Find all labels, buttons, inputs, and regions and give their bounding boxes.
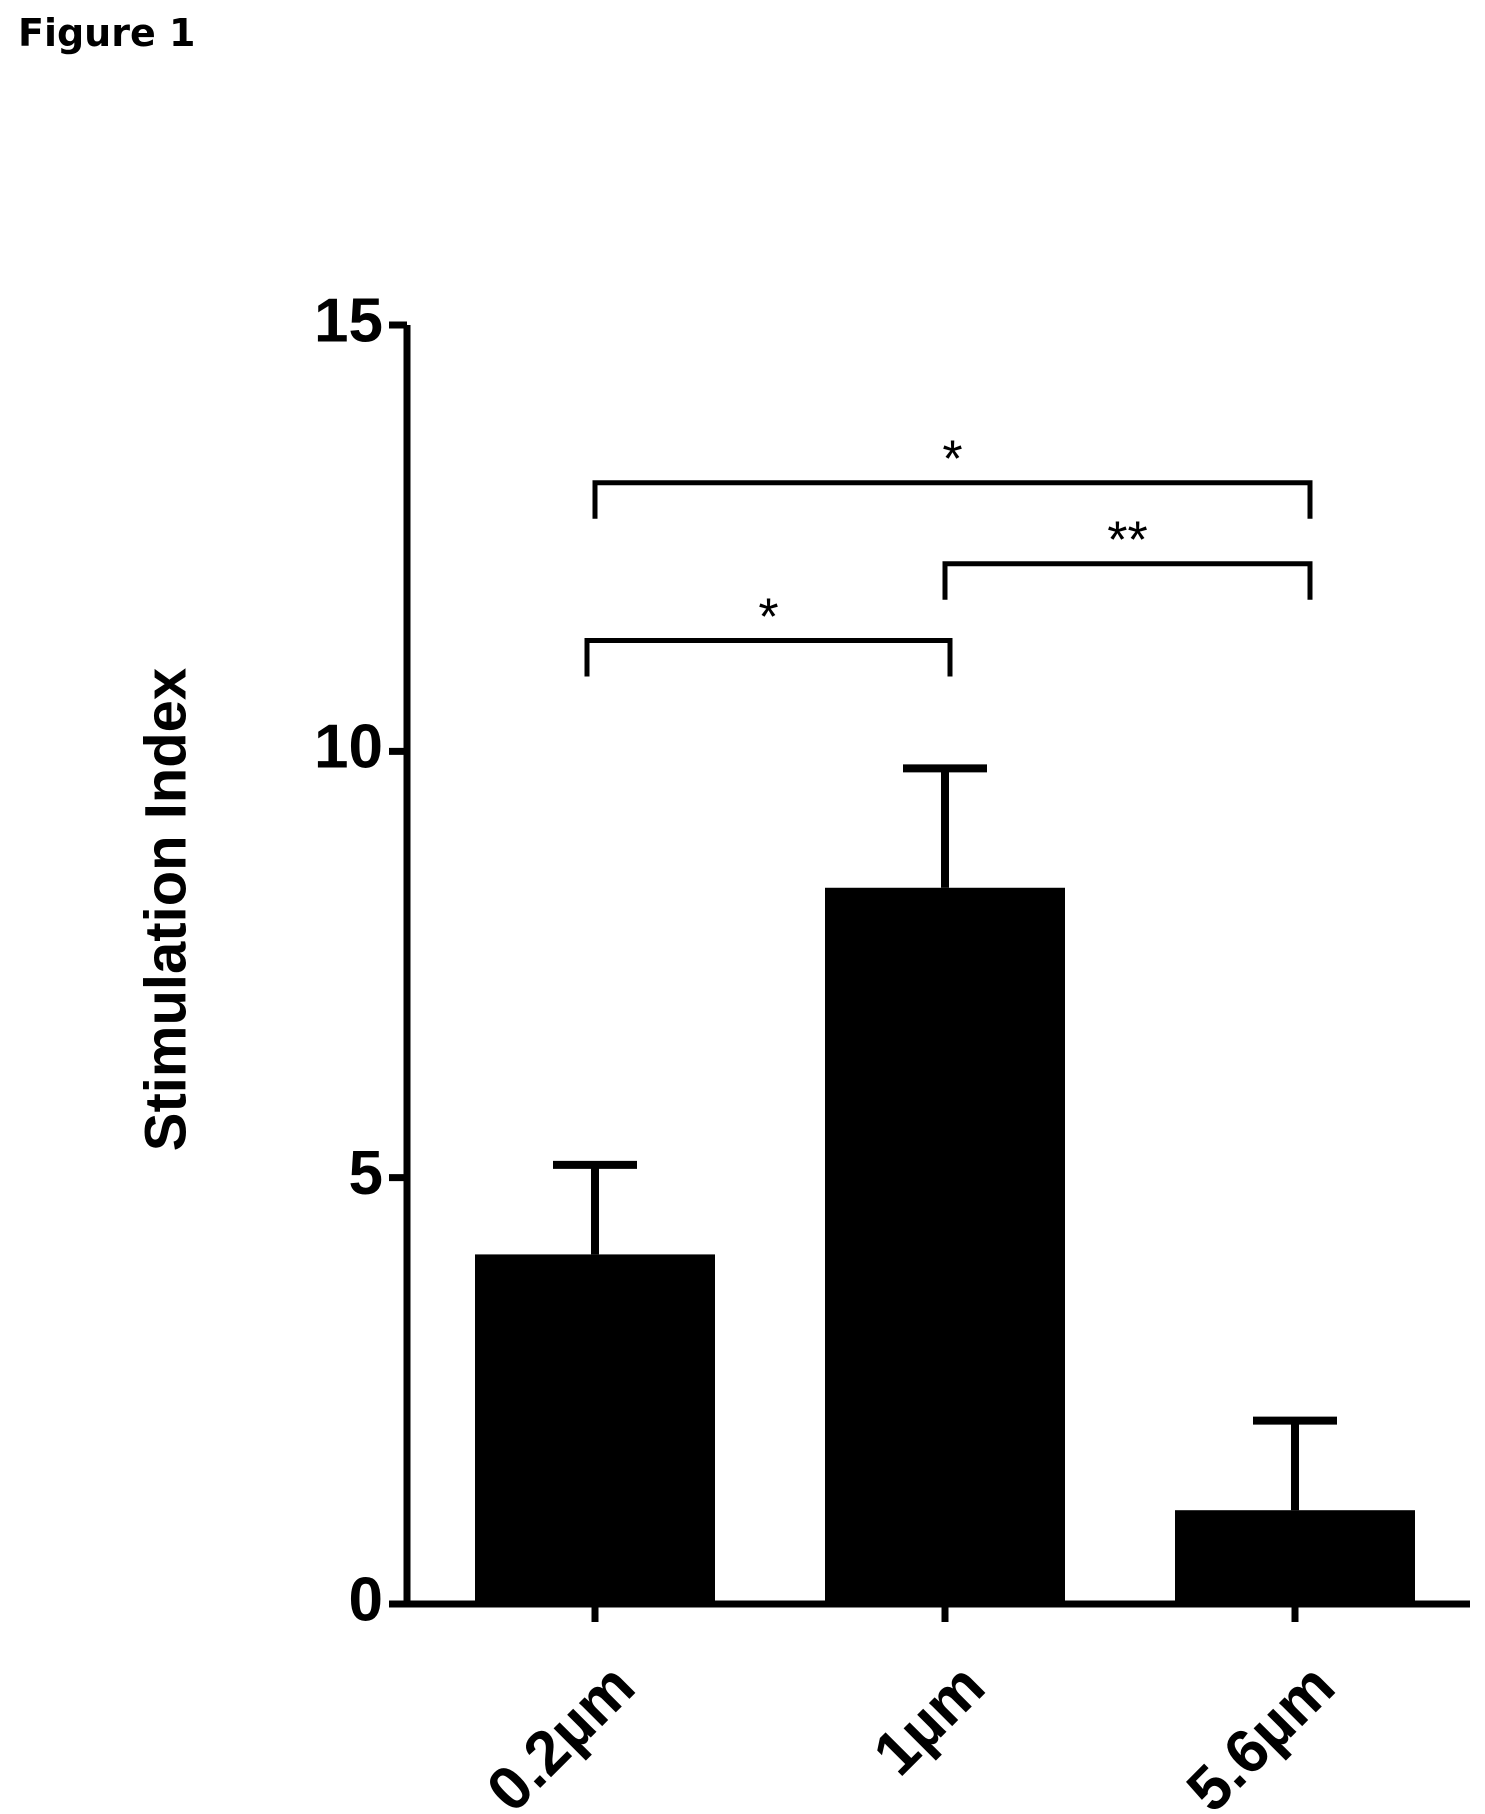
significance-label-2: ** [1107,512,1147,570]
figure-label: Figure 1 [18,11,196,55]
y-tick-label-10: 10 [314,713,383,782]
significance-bracket-1 [584,637,953,677]
significance-layer: **** [584,431,1313,677]
x-category-label-1: 0.2µm [474,1651,648,1814]
significance-bracket-2 [942,561,1313,600]
x-category-label-2: 1µm [861,1651,998,1788]
y-axis-title: Stimulation Index [133,668,198,1151]
error-bars-layer [553,764,1337,1511]
x-category-label-3: 5.6µm [1174,1651,1348,1814]
bar-2 [825,887,1065,1604]
significance-label-3: * [942,431,962,489]
y-tick-label-15: 15 [314,286,383,355]
bars-layer [475,887,1415,1604]
bar-1 [475,1254,715,1604]
significance-label-1: * [758,588,778,646]
bar-3 [1175,1510,1415,1604]
x-ticks-layer: 0.2µm 1µm 5.6µm [474,1604,1348,1814]
significance-bracket-3 [592,480,1313,519]
y-tick-label-5: 5 [349,1139,383,1208]
y-tick-label-0: 0 [349,1565,383,1634]
y-ticks-layer: 0 5 10 15 [314,286,407,1634]
